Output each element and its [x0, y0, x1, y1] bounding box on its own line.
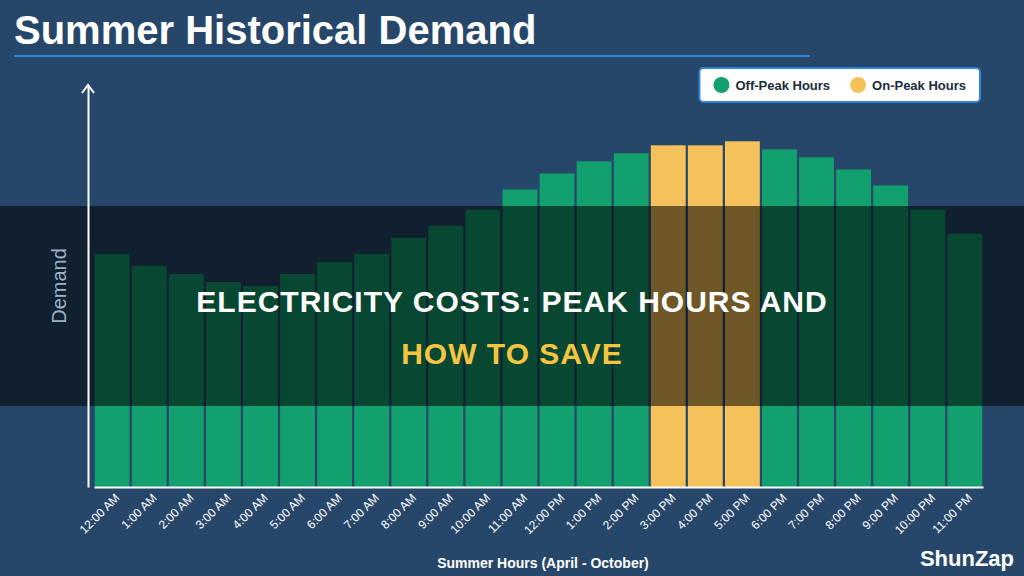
y-axis	[88, 86, 89, 488]
x-tick: 3:00 PM	[637, 487, 679, 532]
x-tick: 7:00 AM	[341, 487, 382, 532]
x-tick: 10:00 AM	[447, 487, 493, 537]
x-tick: 2:00 PM	[600, 487, 642, 532]
y-axis-title: Demand	[48, 248, 70, 324]
x-tick-label: 5:00 PM	[711, 491, 753, 533]
watermark: ShunZap	[920, 546, 1014, 571]
legend-box	[699, 68, 980, 102]
x-tick: 8:00 AM	[378, 487, 419, 532]
y-axis-line	[88, 86, 90, 488]
title: Summer Historical Demand	[14, 8, 536, 52]
x-axis-line	[95, 487, 984, 489]
x-tick-label: 12:00 PM	[521, 491, 567, 537]
background	[0, 0, 1024, 576]
x-tick-label: 4:00 AM	[230, 491, 271, 532]
x-tick: 12:00 AM	[77, 487, 123, 537]
x-tick: 10:00 PM	[892, 487, 938, 537]
banner-band	[0, 206, 1024, 406]
x-tick: 7:00 PM	[785, 487, 827, 532]
x-tick: 1:00 AM	[119, 487, 160, 532]
x-tick-label: 8:00 PM	[822, 491, 864, 533]
x-tick: 11:00 PM	[930, 487, 976, 536]
x-tick-label: 2:00 AM	[156, 491, 197, 532]
x-tick: 4:00 PM	[674, 487, 716, 532]
chart-svg: Summer Historical Demand12:00 AM1:00 AM2…	[0, 0, 1024, 576]
legend-label: Off-Peak Hours	[735, 78, 830, 93]
legend-label: On-Peak Hours	[872, 78, 966, 93]
x-tick-label: 6:00 AM	[304, 491, 345, 532]
x-tick-label: 11:00 PM	[930, 491, 976, 537]
x-tick-label: 8:00 AM	[378, 491, 419, 532]
chart-root: Summer Historical Demand12:00 AM1:00 AM2…	[0, 0, 1024, 576]
x-tick-label: 2:00 PM	[600, 491, 642, 533]
x-tick: 6:00 PM	[748, 487, 790, 532]
x-tick: 2:00 AM	[156, 487, 197, 532]
legend-swatch	[850, 77, 866, 93]
x-tick-label: 6:00 PM	[748, 491, 790, 533]
title-underline	[14, 55, 810, 57]
x-tick-label: 7:00 AM	[341, 491, 382, 532]
banner-line-2: HOW TO SAVE	[401, 337, 623, 370]
x-tick-label: 10:00 AM	[447, 491, 493, 537]
x-tick-label: 12:00 AM	[77, 491, 123, 537]
x-tick-label: 1:00 AM	[119, 491, 160, 532]
banner-line-1: ELECTRICITY COSTS: PEAK HOURS AND	[196, 285, 827, 318]
x-tick: 6:00 AM	[304, 487, 345, 532]
x-tick-label: 10:00 PM	[892, 491, 938, 537]
legend: Off-Peak Hours On-Peak Hours	[699, 68, 980, 102]
legend-swatch	[713, 77, 729, 93]
x-tick-label: 3:00 AM	[193, 491, 234, 532]
x-tick: 8:00 PM	[822, 487, 864, 532]
x-tick-label: 4:00 PM	[674, 491, 716, 533]
y-axis-arrow	[82, 85, 94, 93]
x-tick: 5:00 AM	[267, 487, 308, 532]
x-tick-label: 7:00 PM	[785, 491, 827, 533]
x-tick: 5:00 PM	[711, 487, 753, 532]
x-tick: 1:00 PM	[563, 487, 605, 532]
x-tick: 12:00 PM	[521, 487, 567, 537]
x-tick-label: 3:00 PM	[637, 491, 679, 533]
x-axis-title: Summer Hours (April - October)	[437, 555, 649, 571]
x-tick-label: 5:00 AM	[267, 491, 308, 532]
x-tick-label: 1:00 PM	[563, 491, 605, 533]
x-tick: 3:00 AM	[193, 487, 234, 532]
x-tick: 4:00 AM	[230, 487, 271, 532]
x-axis: 12:00 AM1:00 AM2:00 AM3:00 AM4:00 AM5:00…	[77, 487, 984, 537]
